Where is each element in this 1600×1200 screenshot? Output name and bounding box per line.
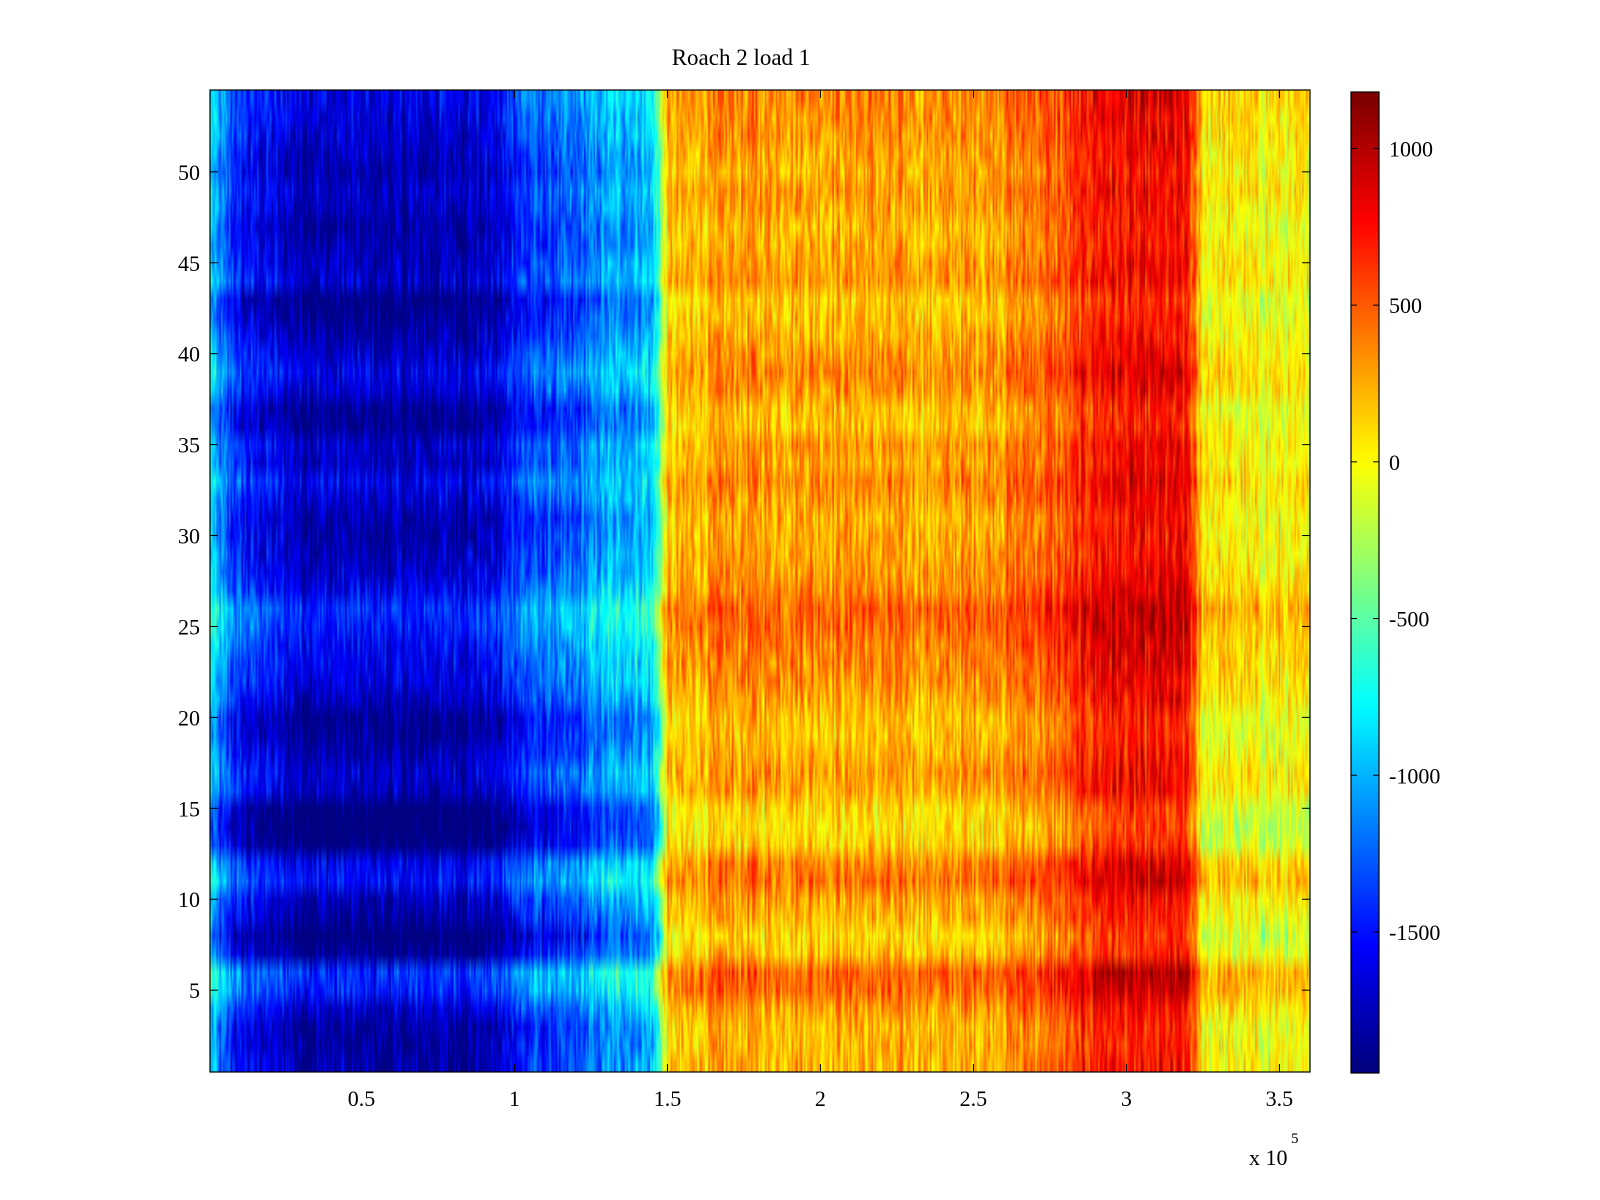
x-axis: 0.5 1 1.5 2 2.5 3 3.5 (348, 90, 1293, 1111)
colorbar-ticks: 1000 500 0 -500 -1000 -1500 (1351, 136, 1440, 945)
x-multiplier-label: x 10 (1249, 1145, 1288, 1170)
y-axis: 5 10 15 20 25 30 35 40 45 50 (178, 160, 1310, 1003)
x-tick-label: 0.5 (348, 1086, 376, 1111)
colorbar-tick-label: -1000 (1389, 763, 1440, 788)
x-tick-label: 1.5 (654, 1086, 682, 1111)
y-tick-label: 15 (178, 796, 200, 821)
y-tick-label: 50 (178, 160, 200, 185)
colorbar: 1000 500 0 -500 -1000 -1500 (1350, 91, 1440, 1074)
y-tick-label: 35 (178, 433, 200, 458)
y-tick-label: 20 (178, 705, 200, 730)
heatmap-area (209, 89, 1311, 1073)
x-tick-label: 2 (815, 1086, 826, 1111)
y-tick-label: 30 (178, 524, 200, 549)
y-tick-label: 45 (178, 251, 200, 276)
colorbar-tick-label: -500 (1389, 607, 1429, 632)
y-tick-label: 5 (189, 978, 200, 1003)
y-tick-label: 25 (178, 614, 200, 639)
x-tick-label: 1 (509, 1086, 520, 1111)
x-tick-label: 3 (1121, 1086, 1132, 1111)
chart-title: Roach 2 load 1 (672, 45, 811, 70)
x-multiplier-exponent: 5 (1291, 1131, 1299, 1147)
colorbar-tick-label: 0 (1389, 450, 1400, 475)
heatmap-image (210, 90, 1310, 1072)
colorbar-frame (1350, 91, 1380, 1074)
x-tick-label: 2.5 (960, 1086, 988, 1111)
colorbar-gradient (1351, 92, 1379, 1073)
y-tick-label: 40 (178, 342, 200, 367)
plot-frame (209, 89, 1311, 1073)
colorbar-tick-label: 500 (1389, 293, 1422, 318)
x-tick-label: 3.5 (1266, 1086, 1294, 1111)
y-tick-label: 10 (178, 887, 200, 912)
colorbar-tick-label: -1500 (1389, 920, 1440, 945)
colorbar-tick-label: 1000 (1389, 136, 1433, 161)
